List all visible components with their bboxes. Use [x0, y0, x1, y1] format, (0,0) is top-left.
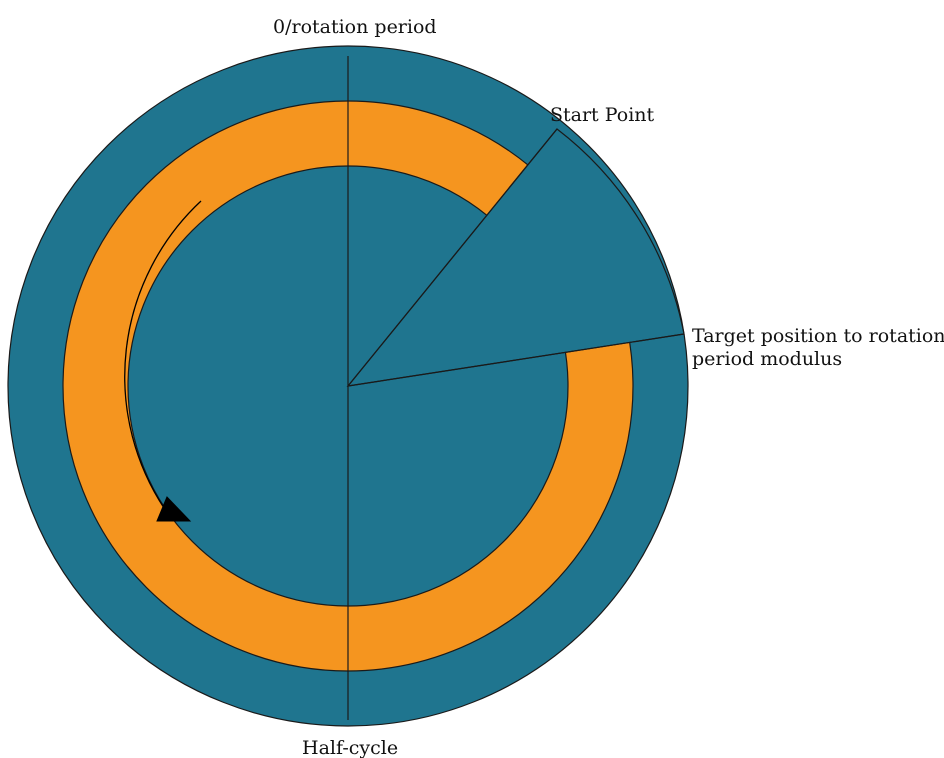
- target-label-line2: period modulus: [692, 348, 842, 370]
- rotation-direction-arrowhead: [156, 496, 192, 522]
- target-wedge: [346, 128, 685, 387]
- target-label-line1: Target position to rotation: [692, 325, 944, 347]
- start-point-radius: [347, 128, 558, 387]
- start-point-label: Start Point: [550, 104, 655, 126]
- rotation-direction-arc: [124, 200, 202, 512]
- half-cycle-label: Half-cycle: [302, 737, 398, 758]
- target-radius: [347, 333, 685, 387]
- top-label: 0/rotation period: [273, 16, 437, 38]
